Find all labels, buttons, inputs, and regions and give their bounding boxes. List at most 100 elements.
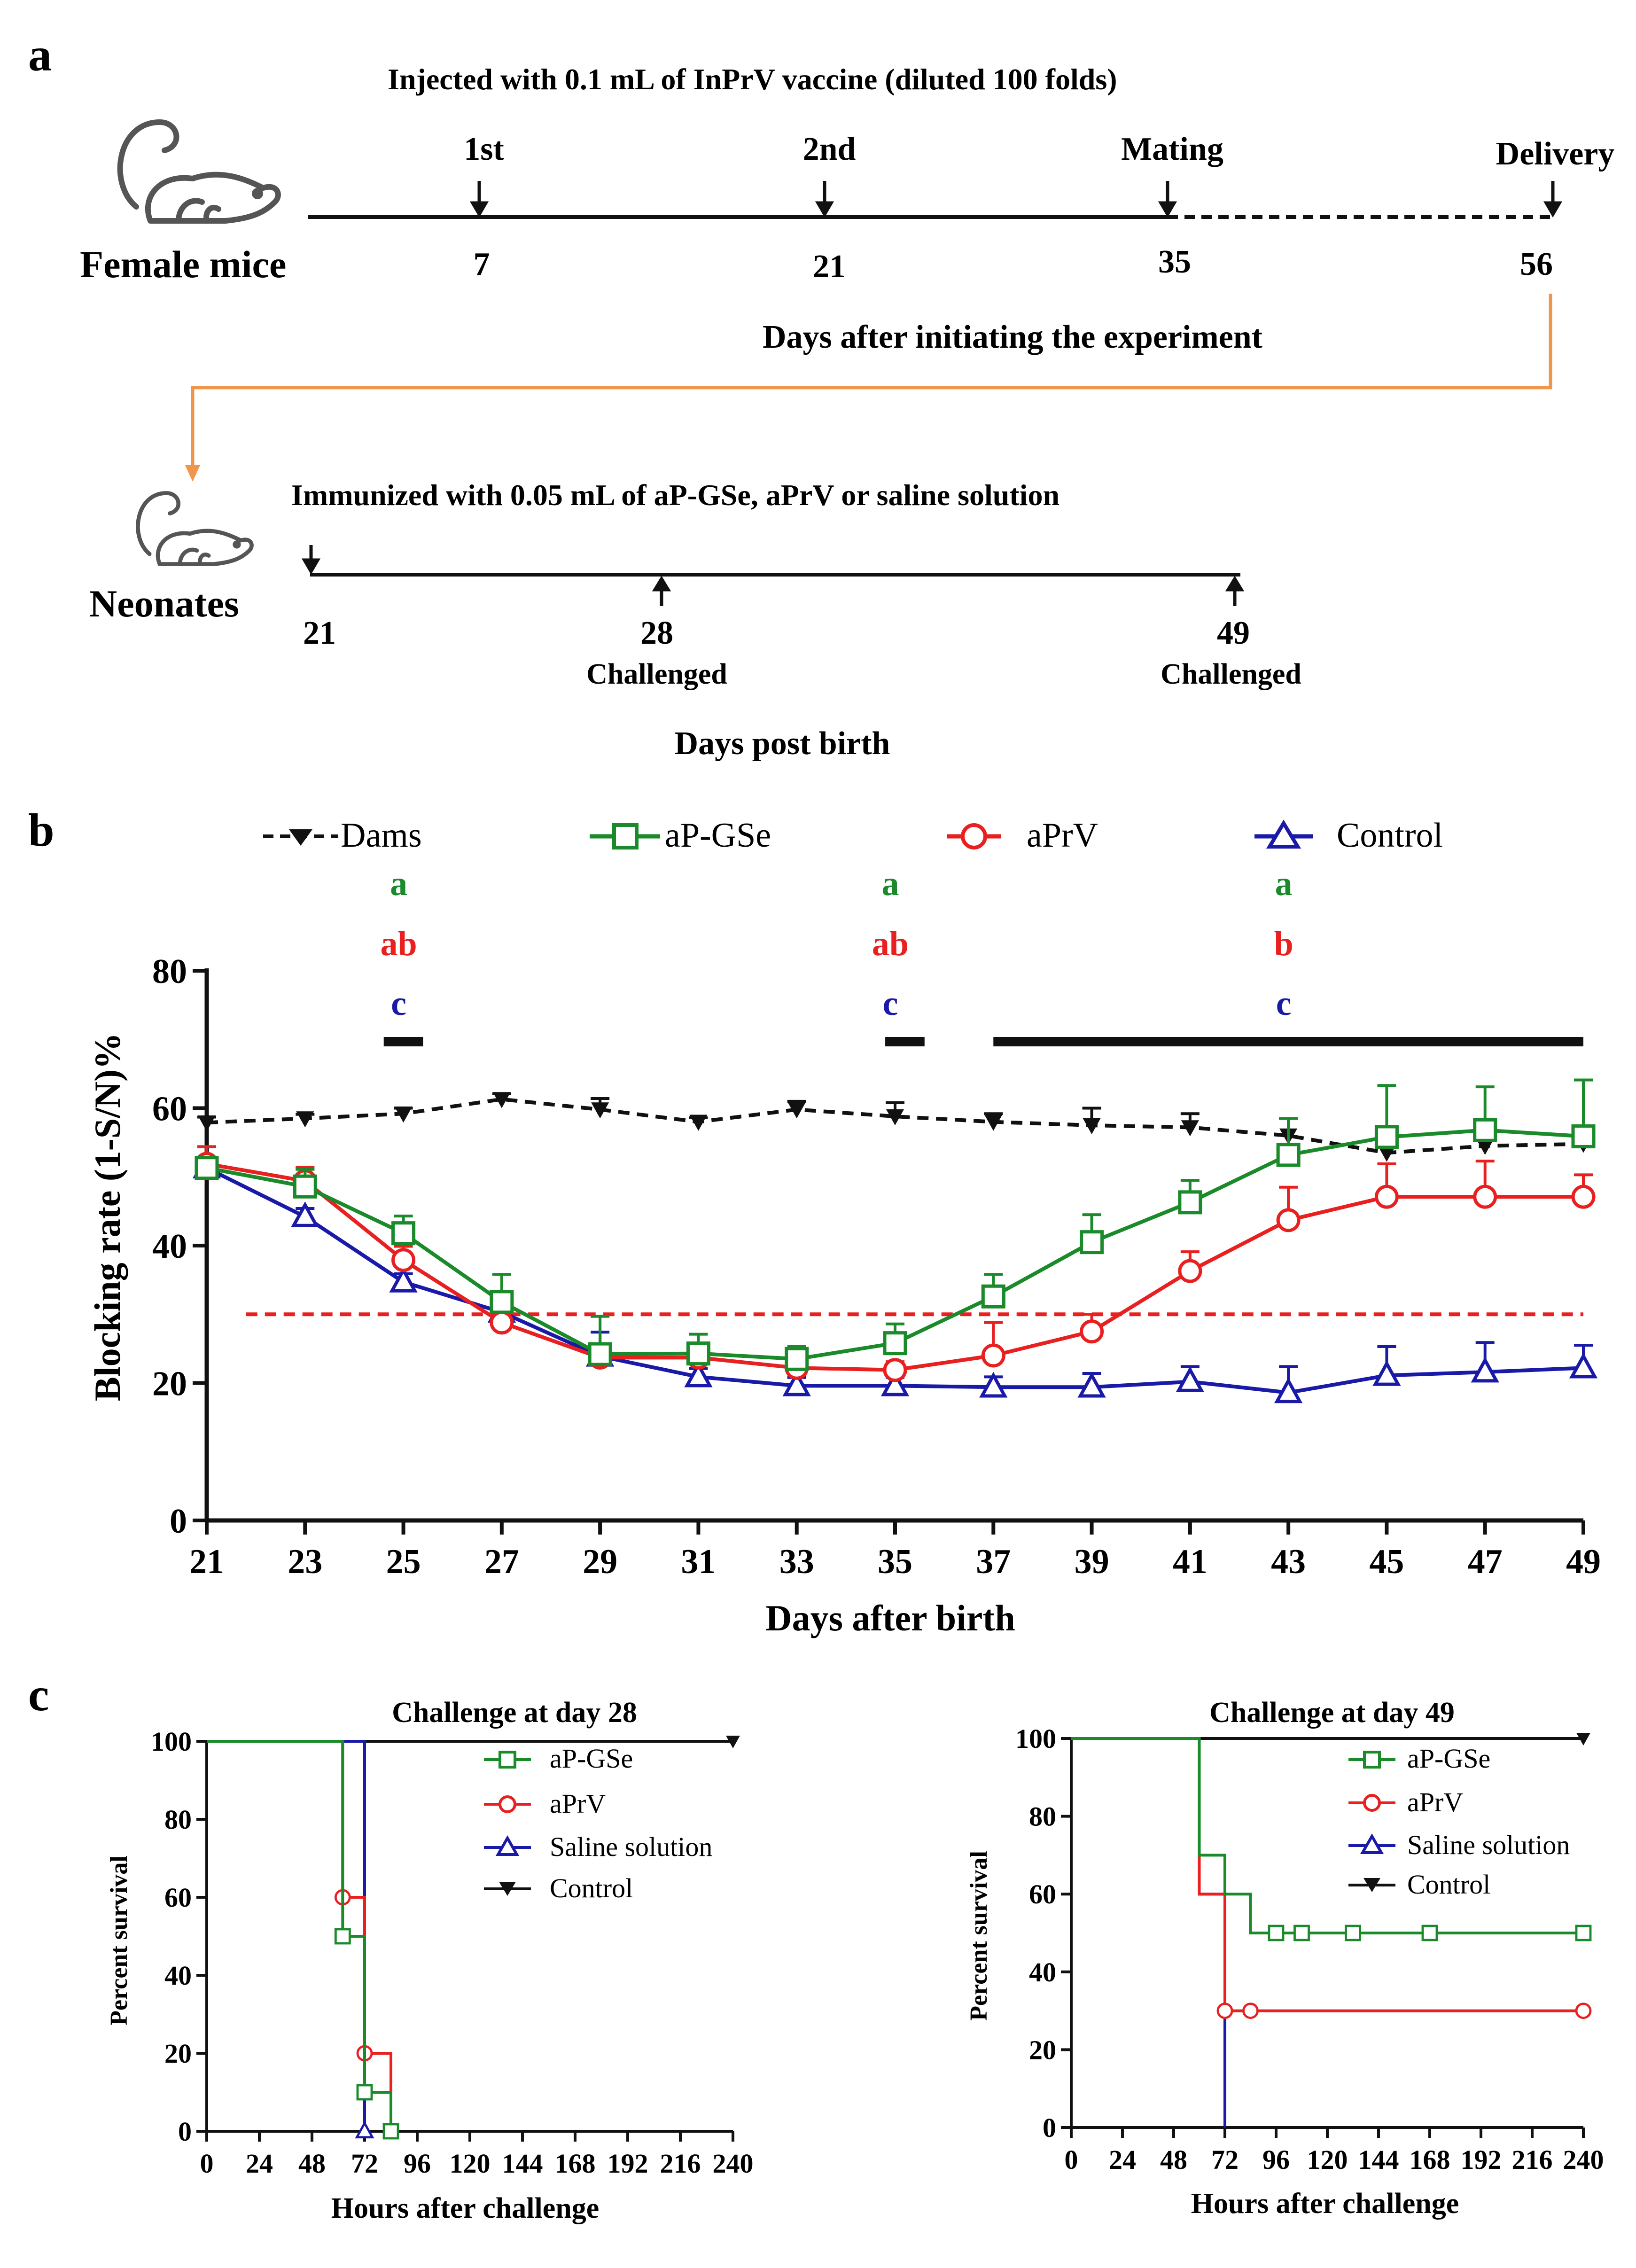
panel-c-label: c	[28, 1668, 49, 1721]
x-tick-label: 33	[779, 1543, 814, 1581]
y-tick-label: 40	[1029, 1957, 1056, 1987]
neonates-subject-label: Neonates	[89, 582, 239, 625]
x-tick-label: 216	[660, 2148, 701, 2179]
survival-marker	[1575, 1925, 1592, 1941]
x-tick-label: 43	[1271, 1543, 1306, 1581]
panel-a-label: a	[28, 29, 52, 81]
y-tick-label: 60	[152, 1090, 187, 1129]
y-tick-label: 80	[164, 1804, 192, 1835]
legend-control-label: Control	[1337, 816, 1443, 855]
neonates-event-arrows	[301, 545, 1245, 606]
data-point	[689, 1115, 708, 1131]
data-point	[490, 1310, 514, 1335]
data-point	[1571, 1124, 1596, 1148]
y-tick-label: 20	[152, 1365, 187, 1403]
data-point	[782, 1370, 811, 1396]
data-point	[492, 1092, 511, 1108]
data-point	[588, 1342, 612, 1366]
survival-step-line	[207, 1740, 392, 2131]
x-tick-label: 144	[502, 2148, 543, 2179]
data-point	[1077, 1372, 1106, 1398]
significance-letter: b	[1274, 925, 1293, 963]
c2-legend-aprv: aPrV	[1348, 1787, 1463, 1817]
c2-title: Challenge at day 49	[1209, 1697, 1455, 1729]
data-point	[389, 1266, 418, 1293]
c1-ylabel: Percent survival	[106, 1855, 132, 2026]
legend-aprv-label: aPrV	[1027, 816, 1098, 855]
neonates-challenged-49: Challenged	[1161, 658, 1301, 690]
significance-letter: a	[1275, 865, 1293, 903]
data-point	[981, 1343, 1005, 1368]
panel-c: c Challenge at day 28 Percent survival H…	[28, 1668, 1604, 2224]
survival-marker	[1216, 2003, 1233, 2019]
significance-letter: c	[883, 984, 898, 1023]
data-point	[979, 1372, 1008, 1398]
data-point	[1476, 1138, 1494, 1155]
survival-marker	[1268, 1925, 1285, 1941]
data-point	[1571, 1185, 1596, 1209]
x-tick-label: 168	[555, 2148, 596, 2179]
data-point	[1276, 1143, 1301, 1167]
survival-marker	[1242, 2003, 1259, 2019]
data-point	[1471, 1356, 1499, 1383]
x-tick-label: 27	[484, 1543, 519, 1581]
y-tick-label: 0	[170, 1502, 187, 1541]
neonates-protocol-title: Immunized with 0.05 mL of aP-GSe, aPrV o…	[291, 478, 1060, 512]
legend-dams: Dams	[263, 816, 422, 855]
neonates-day-28: 28	[640, 615, 673, 651]
data-point	[981, 1284, 1005, 1309]
data-point	[391, 1248, 416, 1272]
x-tick-label: 47	[1468, 1543, 1503, 1581]
y-tick-label: 0	[178, 2116, 192, 2147]
female-protocol-title: Injected with 0.1 mL of InPrV vaccine (d…	[388, 62, 1117, 96]
x-tick-label: 96	[1262, 2144, 1290, 2175]
female-event-1st: 1st	[464, 131, 504, 167]
x-tick-label: 31	[681, 1543, 716, 1581]
c2-xlabel: Hours after challenge	[1191, 2188, 1459, 2220]
y-tick-label: 20	[1029, 2034, 1056, 2065]
data-point	[686, 1341, 710, 1366]
mouse-icon-small	[136, 491, 254, 566]
y-tick-label: 60	[164, 1882, 192, 1913]
survival-marker	[1293, 1925, 1310, 1941]
legend-aprv: aPrV	[947, 816, 1098, 855]
y-tick-label: 40	[164, 1960, 192, 1991]
survival-step-line	[1071, 1737, 1226, 2128]
female-day-7: 7	[474, 246, 490, 282]
x-tick-label: 72	[1211, 2144, 1239, 2175]
female-day-35: 35	[1158, 244, 1191, 280]
x-tick-label: 48	[1160, 2144, 1187, 2175]
c1-legend-control-label: Control	[550, 1873, 633, 1903]
c1-legend-aprv: aPrV	[484, 1788, 606, 1819]
neonates-day-49: 49	[1217, 615, 1250, 651]
c2-ylabel: Percent survival	[966, 1851, 992, 2021]
female-day-56: 56	[1520, 246, 1553, 282]
x-tick-label: 72	[351, 2148, 378, 2179]
significance-letter: ab	[380, 925, 417, 963]
female-axis-label: Days after initiating the experiment	[763, 319, 1262, 355]
survival-chart-day28: Challenge at day 28 Percent survival Hou…	[106, 1697, 754, 2224]
data-point	[391, 1221, 416, 1246]
x-tick-label: 216	[1512, 2144, 1553, 2175]
c2-series	[1071, 1733, 1592, 2128]
x-tick-label: 23	[288, 1543, 322, 1581]
data-point	[1176, 1366, 1205, 1392]
data-point	[684, 1361, 713, 1387]
c1-legend-saline-label: Saline solution	[550, 1832, 712, 1862]
data-point	[490, 1290, 514, 1314]
series-ap-gse	[195, 1078, 1596, 1371]
data-point	[785, 1347, 809, 1371]
x-tick-label: 0	[200, 2148, 214, 2179]
c1-axes: 0 20 40 60 80 100 0 24 48 72 96 120 144 168 192 216 240	[151, 1726, 754, 2179]
panel-b-xlabel: Days after birth	[765, 1598, 1015, 1638]
data-point	[886, 1109, 904, 1126]
significance-letter: c	[391, 984, 406, 1023]
x-tick-label: 37	[976, 1543, 1011, 1581]
female-event-2nd: 2nd	[803, 131, 856, 167]
neonates-day-21: 21	[303, 615, 336, 651]
series-line	[206, 1097, 1584, 1155]
legend-apgse-label: aP-GSe	[665, 816, 771, 855]
x-tick-label: 24	[246, 2148, 273, 2179]
female-day-21: 21	[813, 249, 846, 285]
